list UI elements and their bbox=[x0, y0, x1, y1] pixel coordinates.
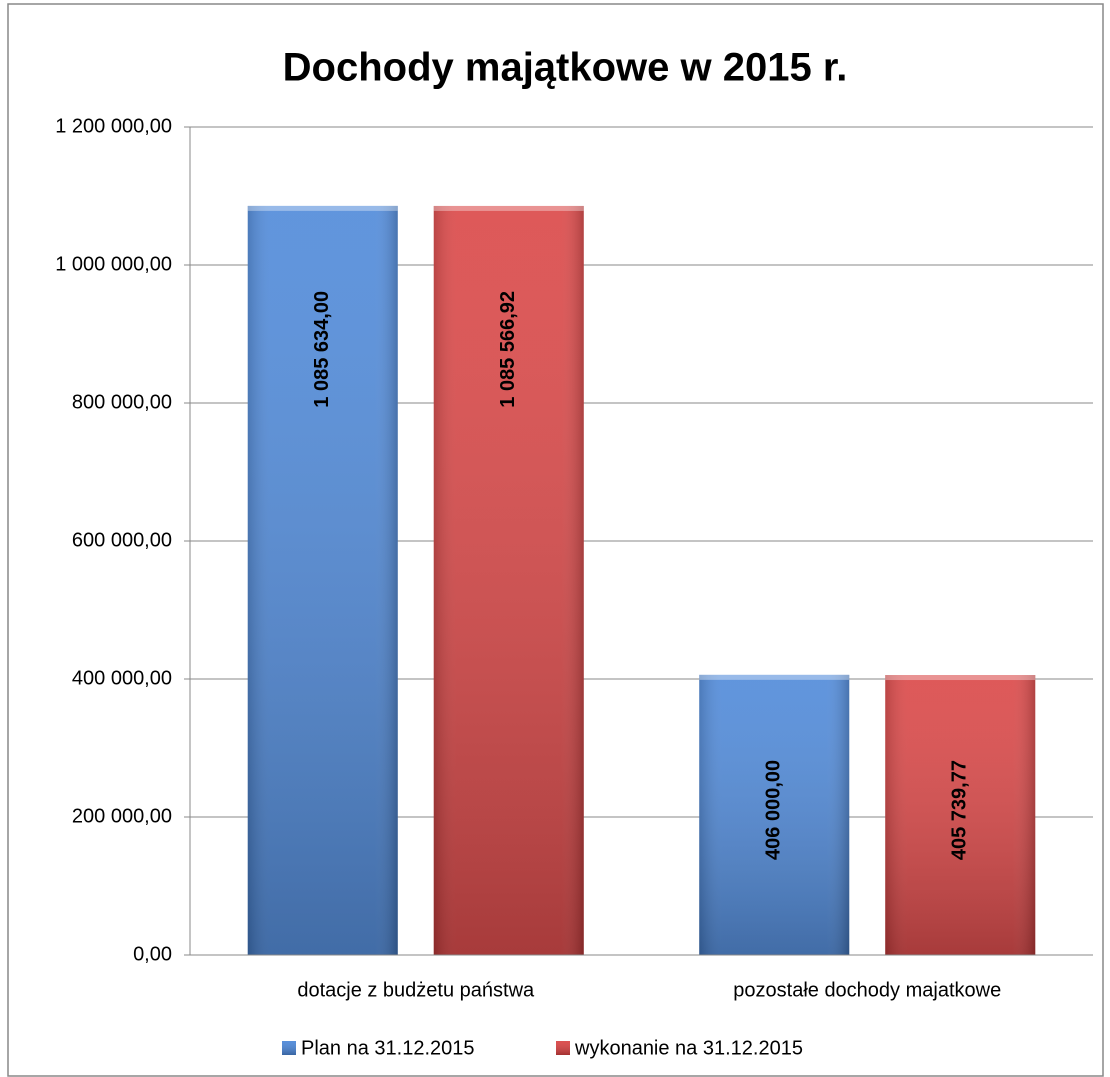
data-label: 1 085 566,92 bbox=[497, 291, 519, 408]
bar-cap bbox=[699, 674, 850, 680]
legend-label: Plan na 31.12.2015 bbox=[301, 1037, 475, 1059]
legend-label: wykonanie na 31.12.2015 bbox=[574, 1037, 803, 1059]
y-tick-label: 800 000,00 bbox=[72, 391, 172, 413]
bar-side bbox=[885, 675, 1036, 955]
bar-cap bbox=[247, 205, 398, 211]
data-label: 1 085 634,00 bbox=[311, 291, 333, 408]
y-tick-label: 200 000,00 bbox=[72, 805, 172, 827]
y-tick-label: 1 000 000,00 bbox=[55, 253, 172, 275]
bar-cap bbox=[433, 205, 584, 211]
x-tick-label: dotacje z budżetu państwa bbox=[297, 979, 535, 1001]
legend-swatch-shade bbox=[556, 1041, 570, 1055]
legend-swatch-shade bbox=[282, 1041, 296, 1055]
data-label: 405 739,77 bbox=[949, 760, 971, 860]
bar-cap bbox=[885, 675, 1036, 681]
data-label: 406 000,00 bbox=[763, 760, 785, 860]
bar-side bbox=[699, 674, 850, 955]
chart-title: Dochody majątkowe w 2015 r. bbox=[283, 46, 848, 90]
y-tick-label: 0,00 bbox=[133, 943, 172, 965]
y-tick-label: 400 000,00 bbox=[72, 667, 172, 689]
bar-side bbox=[433, 205, 584, 955]
x-tick-label: pozostałe dochody majatkowe bbox=[733, 979, 1001, 1001]
bar-side bbox=[247, 205, 398, 955]
y-tick-label: 600 000,00 bbox=[72, 529, 172, 551]
y-tick-label: 1 200 000,00 bbox=[55, 115, 172, 137]
